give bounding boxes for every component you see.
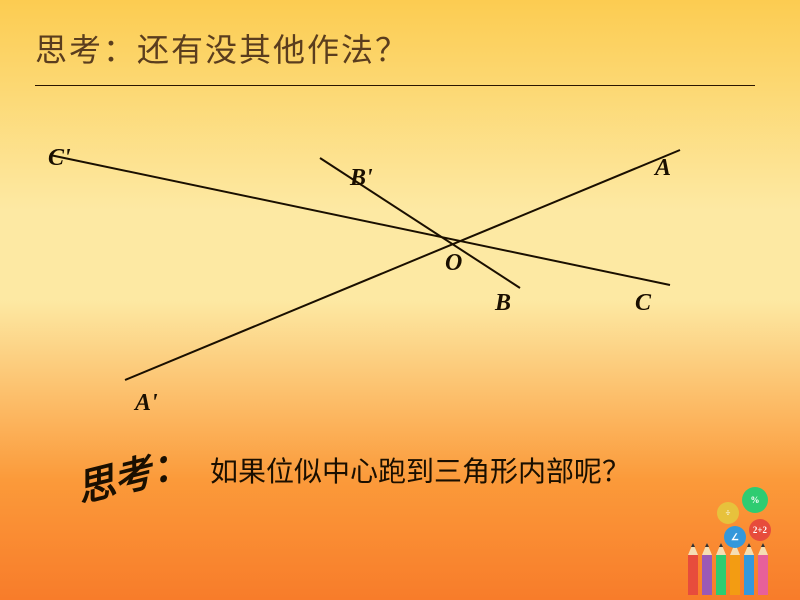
decoration-icon: % ÷ 2+2 ∠ bbox=[660, 485, 790, 595]
line-a bbox=[125, 150, 680, 380]
label-c: C bbox=[635, 290, 651, 317]
svg-text:∠: ∠ bbox=[731, 532, 739, 542]
label-c-prime: C' bbox=[48, 145, 71, 172]
label-b-prime: B' bbox=[350, 165, 373, 192]
label-a: A bbox=[655, 155, 671, 182]
svg-text:2+2: 2+2 bbox=[753, 525, 768, 535]
label-o: O bbox=[445, 250, 462, 277]
svg-text:%: % bbox=[751, 495, 760, 505]
svg-text:÷: ÷ bbox=[726, 508, 731, 518]
label-b: B bbox=[495, 290, 511, 317]
title-underline bbox=[35, 85, 755, 86]
geometry-diagram bbox=[0, 100, 800, 400]
think-label: 思考： bbox=[70, 432, 194, 513]
slide-title: 思考：还有没其他作法？ bbox=[35, 25, 409, 71]
think-question: 如果位似中心跑到三角形内部呢？ bbox=[210, 450, 630, 490]
label-a-prime: A' bbox=[135, 390, 158, 417]
